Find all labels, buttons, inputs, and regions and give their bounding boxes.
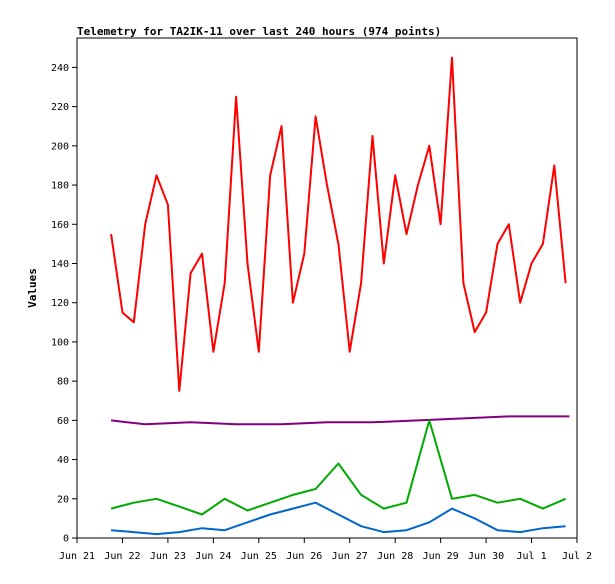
x-tick-label: Jul 2 — [562, 551, 592, 562]
x-tick-label: Jul 1 — [516, 551, 546, 562]
x-tick-label: Jun 23 — [150, 551, 186, 562]
y-axis-title-group: Values — [26, 268, 39, 308]
y-tick-label: 0 — [63, 534, 69, 545]
y-tick-label: 200 — [51, 141, 69, 152]
y-tick-label: 160 — [51, 220, 69, 231]
x-tick-label: Jun 29 — [423, 551, 459, 562]
x-tick-label: Jun 22 — [104, 551, 140, 562]
series-line-2 — [110, 419, 566, 516]
x-tick-label: Jun 28 — [377, 551, 413, 562]
x-tick-label: Jun 24 — [195, 551, 231, 562]
y-tick-label: 100 — [51, 337, 69, 348]
x-tick-label: Jun 25 — [241, 551, 277, 562]
x-tick-label: Jun 30 — [468, 551, 504, 562]
chart-title: Telemetry for TA2IK-11 over last 240 hou… — [77, 25, 441, 38]
plot-frame — [76, 37, 578, 539]
y-tick-label: 240 — [51, 63, 69, 74]
series-line-3 — [111, 501, 566, 536]
x-tick-label: Jun 26 — [286, 551, 322, 562]
y-tick-label: 120 — [51, 298, 69, 309]
y-tick-label: 80 — [57, 377, 69, 388]
x-tick-label: Jun 27 — [332, 551, 368, 562]
y-axis-label: Values — [26, 268, 39, 308]
x-tick-label: Jun 21 — [59, 551, 95, 562]
y-tick-label: 140 — [51, 259, 69, 270]
series-line-0 — [110, 56, 567, 392]
y-tick-label: 60 — [57, 416, 69, 427]
axes-ticks: 0 20 40 60 80 100 120 140 160 180 200 220 240 Jun 21 J… — [51, 63, 592, 562]
y-tick-label: 40 — [57, 455, 69, 466]
series-line-1 — [110, 415, 570, 426]
y-tick-label: 20 — [57, 494, 69, 505]
y-tick-label: 180 — [51, 181, 69, 192]
y-tick-label: 220 — [51, 102, 69, 113]
plot-area — [110, 56, 570, 536]
